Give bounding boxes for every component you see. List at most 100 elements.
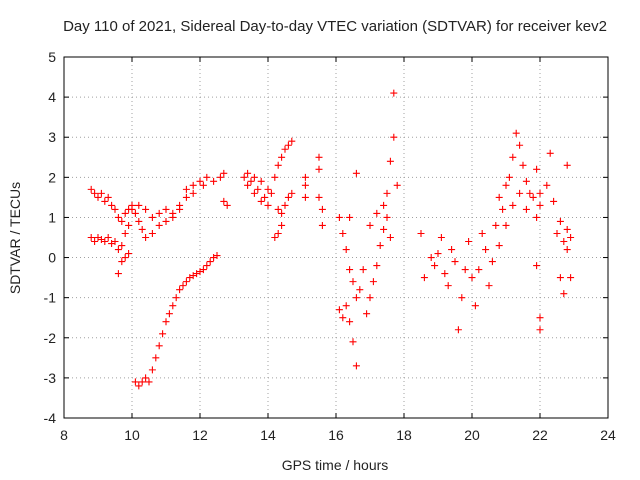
y-tick-label: -1 <box>44 290 57 306</box>
data-point <box>223 201 231 209</box>
data-point <box>155 209 163 217</box>
data-point <box>182 185 190 193</box>
data-point <box>499 205 507 213</box>
data-point <box>318 205 326 213</box>
x-axis-label: GPS time / hours <box>282 457 389 473</box>
data-point <box>529 193 537 201</box>
data-point <box>159 330 167 338</box>
data-point <box>169 302 177 310</box>
data-point <box>526 189 534 197</box>
data-point <box>281 145 289 153</box>
data-point <box>420 274 428 282</box>
data-point <box>556 217 564 225</box>
data-point <box>244 181 252 189</box>
data-point <box>335 213 343 221</box>
data-point <box>318 221 326 229</box>
data-point <box>546 149 554 157</box>
data-point <box>101 238 109 246</box>
data-point <box>560 290 568 298</box>
data-point <box>427 254 435 262</box>
data-point <box>366 221 374 229</box>
data-point <box>162 205 170 213</box>
data-point <box>155 342 163 350</box>
data-point <box>567 274 575 282</box>
data-point <box>509 201 517 209</box>
y-tick-label: 1 <box>48 209 56 225</box>
data-point <box>533 262 541 270</box>
data-point <box>94 193 102 201</box>
data-point <box>315 153 323 161</box>
data-point <box>373 262 381 270</box>
data-point <box>111 205 119 213</box>
data-point <box>454 326 462 334</box>
data-point <box>478 229 486 237</box>
data-point <box>485 282 493 290</box>
x-tick-label: 16 <box>328 427 344 443</box>
data-point <box>91 238 99 246</box>
data-point <box>182 193 190 201</box>
data-point <box>536 314 544 322</box>
x-tick-label: 14 <box>260 427 276 443</box>
data-point <box>533 213 541 221</box>
data-point <box>240 173 248 181</box>
data-point <box>301 173 309 181</box>
data-point <box>376 242 384 250</box>
data-point <box>257 197 265 205</box>
data-point <box>560 238 568 246</box>
x-tick-label: 22 <box>532 427 548 443</box>
data-point <box>390 133 398 141</box>
data-point <box>502 181 510 189</box>
data-point <box>488 258 496 266</box>
data-point <box>315 165 323 173</box>
data-point <box>128 205 136 213</box>
data-point <box>278 209 286 217</box>
data-point <box>271 234 279 241</box>
data-point <box>563 246 571 254</box>
data-point <box>118 217 126 225</box>
y-tick-label: 0 <box>48 250 56 266</box>
data-point <box>301 181 309 189</box>
data-point <box>250 173 258 181</box>
y-tick-label: -3 <box>44 370 57 386</box>
data-point <box>121 229 129 237</box>
data-point <box>278 153 286 161</box>
data-point <box>495 242 503 250</box>
data-point <box>220 169 228 177</box>
data-point <box>108 201 116 209</box>
data-point <box>339 229 347 237</box>
data-point <box>284 193 292 201</box>
data-point <box>125 250 133 258</box>
data-point <box>162 217 170 225</box>
data-point <box>199 266 207 274</box>
y-tick-label: -2 <box>44 330 57 346</box>
data-point <box>536 326 544 334</box>
data-point <box>172 294 180 302</box>
data-point <box>342 302 350 310</box>
data-point <box>264 201 272 209</box>
data-point <box>257 177 265 185</box>
data-point <box>148 213 156 221</box>
data-point <box>271 173 279 181</box>
data-point <box>162 318 170 326</box>
data-point <box>244 169 252 177</box>
data-point <box>118 242 126 250</box>
data-point <box>155 221 163 229</box>
data-point <box>182 278 190 286</box>
data-point <box>492 221 500 229</box>
data-point <box>152 354 160 362</box>
data-point <box>465 238 473 246</box>
data-point <box>553 229 561 237</box>
data-point <box>138 225 146 233</box>
data-point <box>516 141 524 149</box>
data-point <box>142 205 150 213</box>
data-point <box>342 246 350 254</box>
data-point <box>533 165 541 173</box>
x-tick-label: 20 <box>464 427 480 443</box>
data-point <box>346 266 354 274</box>
data-point <box>563 225 571 233</box>
data-point <box>111 238 119 246</box>
data-point <box>213 252 221 260</box>
data-point <box>284 141 292 149</box>
data-point <box>536 189 544 197</box>
